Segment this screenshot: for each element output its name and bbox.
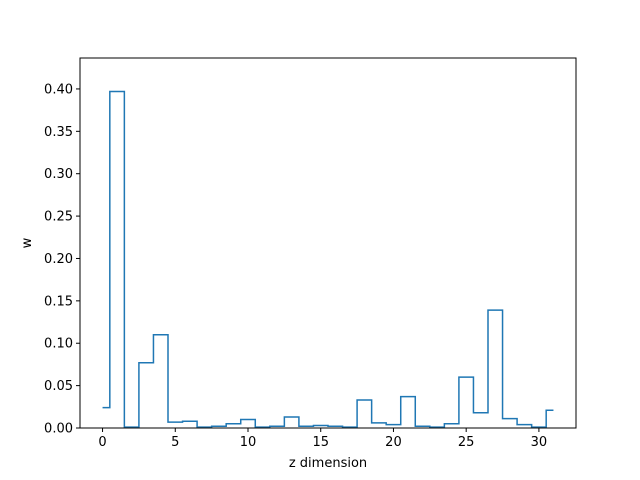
- series-layer: [102, 90, 554, 428]
- x-tick-label: 15: [312, 435, 329, 450]
- x-axis-ticks: 0 5 10 15 20 25 30: [98, 428, 547, 450]
- y-tick-label: 0.30: [44, 167, 73, 182]
- x-axis-label: z dimension: [289, 456, 367, 471]
- x-tick-label: 30: [531, 435, 548, 450]
- y-tick-label: 0.00: [44, 422, 73, 437]
- y-tick-label: 0.05: [44, 379, 73, 394]
- x-tick-label: 25: [458, 435, 475, 450]
- y-axis-label: w: [20, 237, 35, 248]
- plot-frame: [79, 57, 577, 429]
- y-tick-label: 0.40: [44, 82, 73, 97]
- y-tick-label: 0.10: [44, 337, 73, 352]
- y-tick-label: 0.20: [44, 252, 73, 267]
- x-tick-label: 0: [98, 435, 106, 450]
- plot-area: [80, 58, 576, 428]
- series-line-0: [102, 90, 554, 428]
- y-tick-label: 0.35: [44, 125, 73, 140]
- x-tick-label: 20: [385, 435, 402, 450]
- y-axis-ticks: 0.00 0.05 0.10 0.15 0.20 0.25 0.30 0.35 0.40: [44, 82, 80, 437]
- y-tick-label: 0.25: [44, 210, 73, 225]
- x-tick-label: 5: [171, 435, 179, 450]
- y-tick-label: 0.15: [44, 294, 73, 309]
- x-tick-label: 10: [240, 435, 257, 450]
